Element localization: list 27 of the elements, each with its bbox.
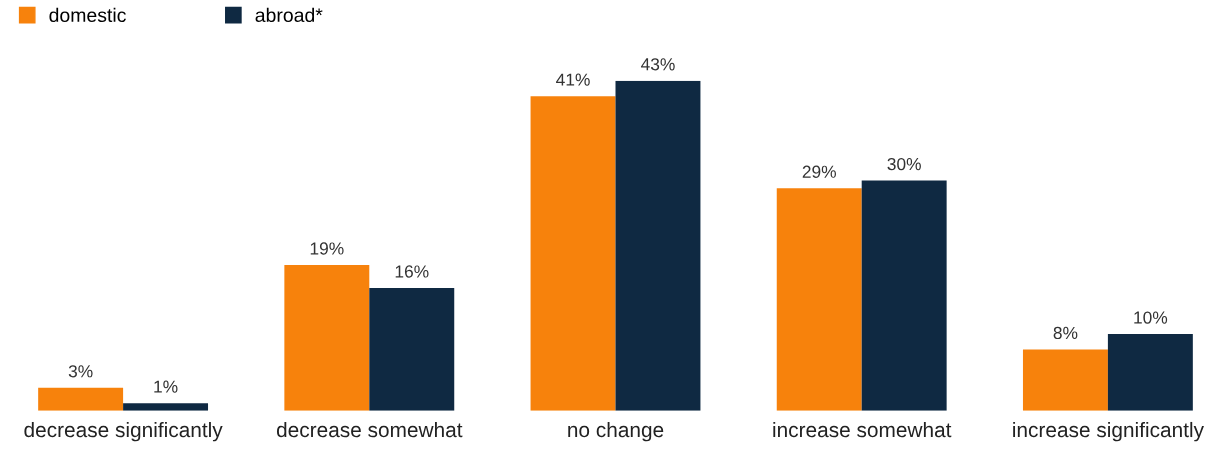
bar [861,180,947,411]
x-tick-label: decrease somewhat [276,421,463,438]
data-label: 43% [640,58,675,71]
x-tick-label: decrease significantly [24,421,223,442]
bar [776,188,862,411]
x-tick-label: increase somewhat [773,421,952,438]
data-label: 41% [556,73,590,86]
bar [1022,349,1108,411]
data-label: 1% [154,380,178,393]
legend-label: abroad* [255,7,323,23]
bar [123,403,209,411]
bar [530,96,616,411]
x-tick-label: increase significantly [1013,421,1204,442]
bar [369,288,455,411]
bar [615,80,701,411]
x-tick-label: no change [568,421,664,442]
bar [1107,334,1193,411]
bar [284,265,370,411]
data-label: 8% [1053,326,1078,340]
data-label: 29% [802,165,836,178]
bar [38,387,124,411]
legend-label: domestic [49,7,126,23]
data-label: 16% [395,265,429,278]
data-label: 3% [68,365,93,378]
data-label: 30% [887,157,921,171]
data-label: 10% [1134,311,1168,324]
data-label: 19% [310,242,344,255]
